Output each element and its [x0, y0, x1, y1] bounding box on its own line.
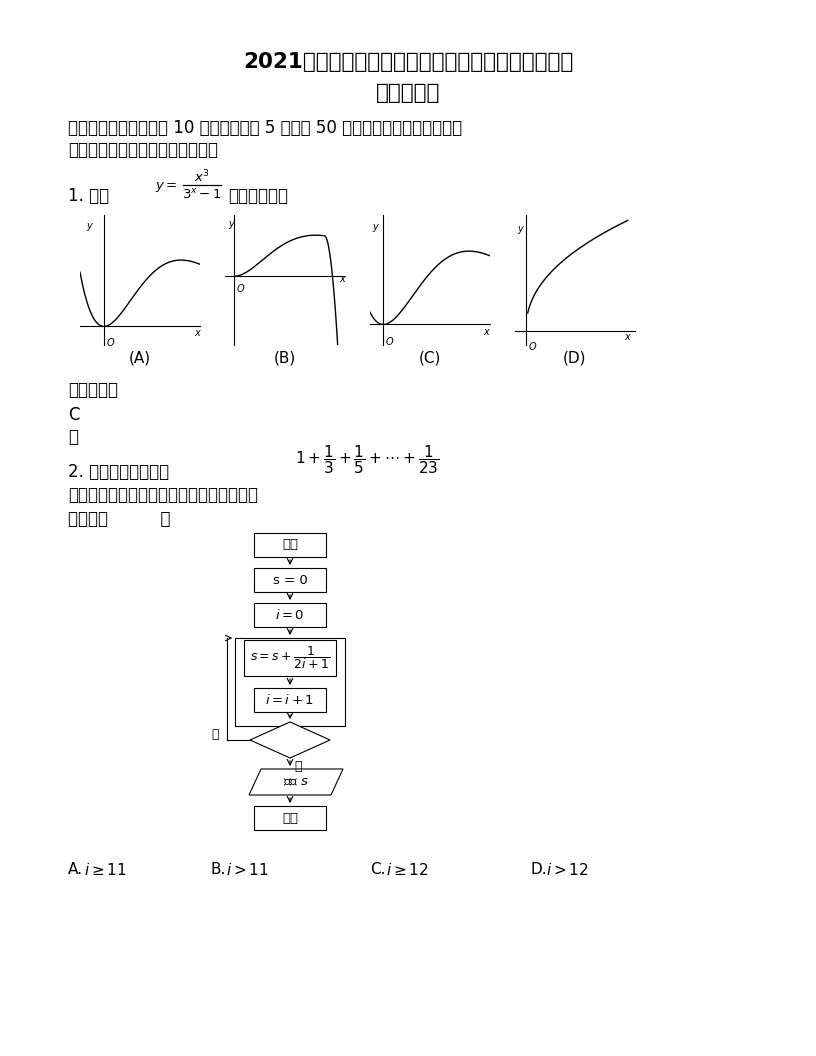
Bar [254, 689, 326, 712]
Text: 的图像大致是: 的图像大致是 [228, 187, 288, 205]
Text: 开始: 开始 [282, 539, 298, 551]
Text: $y$: $y$ [517, 224, 525, 237]
Text: 是: 是 [294, 759, 301, 773]
Text: $i=i+1$: $i=i+1$ [265, 693, 315, 708]
Text: A.: A. [68, 863, 83, 878]
Text: s = 0: s = 0 [273, 573, 308, 586]
Text: $y$: $y$ [86, 221, 94, 233]
Text: 输出 $s$: 输出 $s$ [283, 775, 309, 789]
Text: $i>11$: $i>11$ [226, 862, 269, 878]
Text: $y$: $y$ [371, 222, 379, 233]
Text: 结束: 结束 [282, 811, 298, 825]
Text: $O$: $O$ [385, 335, 394, 346]
Text: 的值的一个流程图，其中判断框内应填入的: 的值的一个流程图，其中判断框内应填入的 [68, 486, 258, 504]
Text: $x^3$: $x^3$ [194, 169, 210, 185]
Polygon shape [249, 769, 343, 795]
Bar [254, 603, 326, 627]
Text: $3^x-1$: $3^x-1$ [182, 188, 222, 202]
Text: 一、选择题：本大题共 10 小题，每小题 5 分，共 50 分。在每小题给出的四个选: 一、选择题：本大题共 10 小题，每小题 5 分，共 50 分。在每小题给出的四… [68, 119, 462, 137]
Text: 项中，只有是一个符合题目要求的: 项中，只有是一个符合题目要求的 [68, 142, 218, 159]
Text: $i>12$: $i>12$ [546, 862, 589, 878]
Text: $x$: $x$ [339, 274, 347, 284]
Text: 2021年上海二十一世纪省吾高级中学高一数学理期末: 2021年上海二十一世纪省吾高级中学高一数学理期末 [243, 52, 573, 72]
Text: $O$: $O$ [105, 336, 115, 347]
Text: 试卷含解析: 试卷含解析 [376, 83, 440, 103]
Bar [235, 638, 345, 727]
Text: 略: 略 [68, 428, 78, 446]
Text: D.: D. [530, 863, 547, 878]
Text: (B): (B) [274, 351, 296, 365]
Text: $i\geq11$: $i\geq11$ [84, 862, 127, 878]
Text: $x$: $x$ [194, 327, 202, 338]
Text: $1+\dfrac{1}{3}+\dfrac{1}{5}+\cdots+\dfrac{1}{23}$: $1+\dfrac{1}{3}+\dfrac{1}{5}+\cdots+\dfr… [295, 444, 440, 476]
Text: (D): (D) [563, 351, 587, 365]
Bar [254, 533, 326, 557]
Text: 条件是（          ）: 条件是（ ） [68, 510, 171, 528]
Text: $s=s+\dfrac{1}{2i+1}$: $s=s+\dfrac{1}{2i+1}$ [250, 644, 330, 672]
Text: $y=$: $y=$ [155, 180, 177, 194]
Text: C: C [68, 406, 79, 425]
Polygon shape [250, 722, 330, 758]
Text: 参考答案：: 参考答案： [68, 381, 118, 399]
Text: $O$: $O$ [528, 340, 537, 353]
Text: $O$: $O$ [236, 282, 246, 294]
Text: (A): (A) [129, 351, 151, 365]
Bar [244, 640, 336, 676]
Text: $x$: $x$ [483, 326, 491, 337]
Text: $i\geq12$: $i\geq12$ [386, 862, 428, 878]
Text: (C): (C) [419, 351, 441, 365]
Text: $i = 0$: $i = 0$ [275, 608, 304, 622]
Text: 否: 否 [211, 729, 219, 741]
Text: 2. 如图给出的是计算: 2. 如图给出的是计算 [68, 463, 169, 480]
Text: 1. 函数: 1. 函数 [68, 187, 109, 205]
Bar [254, 568, 326, 592]
Text: C.: C. [370, 863, 385, 878]
Text: B.: B. [210, 863, 225, 878]
Bar [254, 806, 326, 830]
Text: $y$: $y$ [228, 219, 237, 231]
Text: $x$: $x$ [624, 333, 632, 342]
